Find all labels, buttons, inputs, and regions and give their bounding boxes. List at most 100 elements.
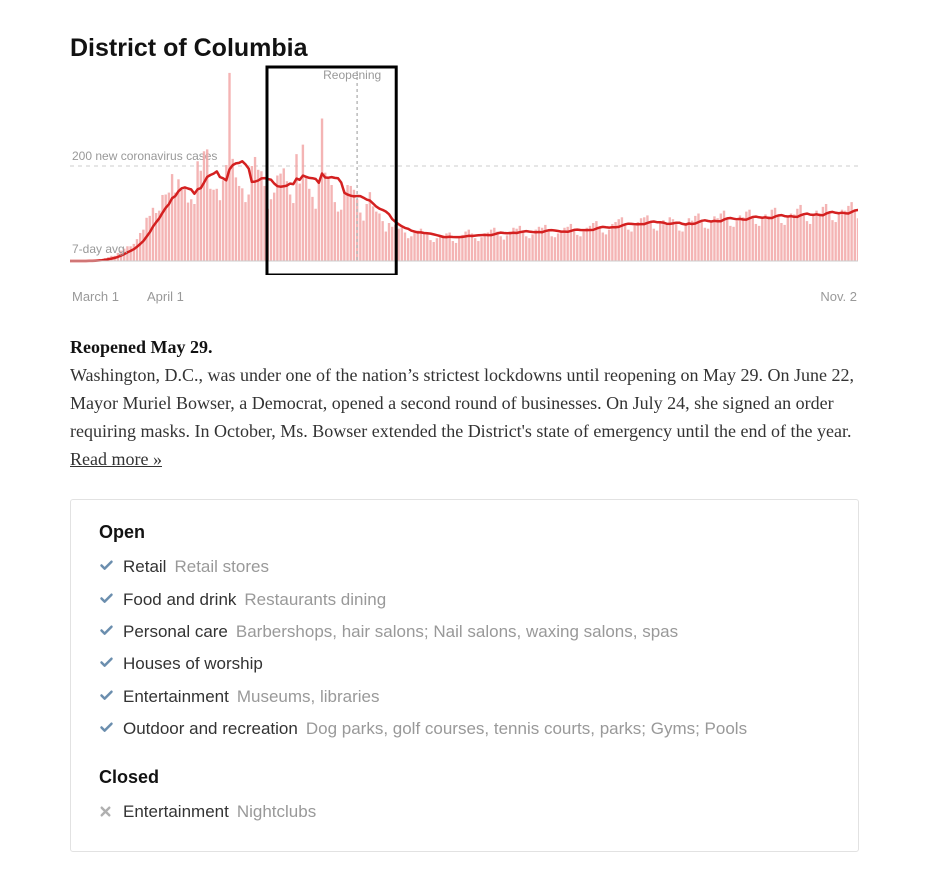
daily-bar <box>662 220 664 261</box>
daily-bar <box>522 233 524 262</box>
daily-bar <box>353 190 355 261</box>
daily-bar <box>653 229 655 261</box>
daily-bar <box>385 232 387 261</box>
daily-bar <box>238 186 240 261</box>
check-icon <box>99 720 115 735</box>
daily-bar <box>806 221 808 261</box>
reopened-date: Reopened May 29. <box>70 337 213 357</box>
daily-bar <box>828 213 830 261</box>
daily-bar <box>203 151 205 261</box>
daily-bar <box>809 224 811 261</box>
daily-bar <box>509 232 511 261</box>
daily-bar <box>675 224 677 261</box>
read-more-link[interactable]: Read more » <box>70 449 162 469</box>
status-detail: Museums, libraries <box>237 681 380 713</box>
daily-bar <box>659 223 661 261</box>
daily-bar <box>761 218 763 261</box>
daily-bar <box>327 178 329 261</box>
x-axis-second: April 1 <box>147 289 184 304</box>
cases-chart: 200 new coronavirus cases7-day avg.Reope… <box>70 65 859 275</box>
daily-bar <box>149 216 151 261</box>
daily-bar <box>787 217 789 261</box>
daily-bar <box>790 214 792 262</box>
daily-bar <box>691 221 693 261</box>
daily-bar <box>216 189 218 261</box>
daily-bar <box>206 149 208 261</box>
daily-bar <box>299 184 301 261</box>
daily-bar <box>455 243 457 261</box>
daily-bar <box>710 222 712 261</box>
daily-bar <box>139 233 141 261</box>
daily-bar <box>174 193 176 261</box>
avg-label: 7-day avg. <box>72 242 128 256</box>
daily-bar <box>263 186 265 261</box>
daily-bar <box>426 234 428 261</box>
daily-bar <box>554 237 556 261</box>
daily-bar <box>324 173 326 261</box>
daily-bar <box>219 200 221 261</box>
daily-bar <box>295 154 297 261</box>
status-row: EntertainmentMuseums, libraries <box>99 681 830 713</box>
daily-bar <box>362 221 364 261</box>
daily-bar <box>758 226 760 261</box>
daily-bar <box>704 228 706 261</box>
daily-bar <box>841 210 843 261</box>
daily-bar <box>477 241 479 261</box>
daily-bar <box>321 119 323 262</box>
status-detail: Dog parks, golf courses, tennis courts, … <box>306 713 747 745</box>
daily-bar <box>305 176 307 261</box>
daily-bar <box>630 232 632 261</box>
daily-bar <box>129 246 131 261</box>
daily-bar <box>812 215 814 261</box>
daily-bar <box>484 233 486 261</box>
daily-bar <box>193 204 195 261</box>
daily-bar <box>247 195 249 262</box>
daily-bar <box>573 230 575 261</box>
daily-bar <box>707 229 709 261</box>
daily-bar <box>452 241 454 261</box>
daily-bar <box>375 212 377 261</box>
daily-bar <box>381 221 383 261</box>
daily-bar <box>458 238 460 261</box>
daily-bar <box>235 177 237 261</box>
daily-bar <box>423 233 425 262</box>
daily-bar <box>854 210 856 261</box>
daily-bar <box>685 224 687 261</box>
daily-bar <box>742 217 744 261</box>
daily-bar <box>602 233 604 262</box>
daily-bar <box>180 190 182 261</box>
daily-bar <box>803 215 805 261</box>
daily-bar <box>678 231 680 261</box>
status-row: Personal careBarbershops, hair salons; N… <box>99 616 830 648</box>
status-category: Outdoor and recreation <box>123 713 298 745</box>
daily-bar <box>171 174 173 261</box>
daily-bar <box>436 238 438 261</box>
daily-bar <box>471 233 473 261</box>
daily-bar <box>292 203 294 261</box>
daily-bar <box>346 185 348 261</box>
daily-bar <box>624 224 626 261</box>
daily-bar <box>209 189 211 261</box>
daily-bar <box>184 189 186 261</box>
daily-bar <box>834 222 836 261</box>
open-heading: Open <box>99 522 830 543</box>
daily-bar <box>334 202 336 261</box>
daily-bar <box>557 233 559 261</box>
daily-bar <box>152 208 154 261</box>
status-category: Food and drink <box>123 584 236 616</box>
daily-bar <box>276 176 278 262</box>
daily-bar <box>401 228 403 261</box>
status-category: Houses of worship <box>123 648 263 680</box>
reopening-label: Reopening <box>323 68 381 82</box>
daily-bar <box>222 180 224 261</box>
daily-bar <box>311 197 313 261</box>
daily-bar <box>793 214 795 261</box>
check-icon <box>99 558 115 573</box>
daily-bar <box>535 230 537 261</box>
daily-bar <box>726 219 728 261</box>
daily-bar <box>330 185 332 261</box>
daily-bar <box>755 224 757 261</box>
daily-bar <box>337 212 339 261</box>
daily-bar <box>372 206 374 261</box>
daily-bar <box>716 218 718 261</box>
